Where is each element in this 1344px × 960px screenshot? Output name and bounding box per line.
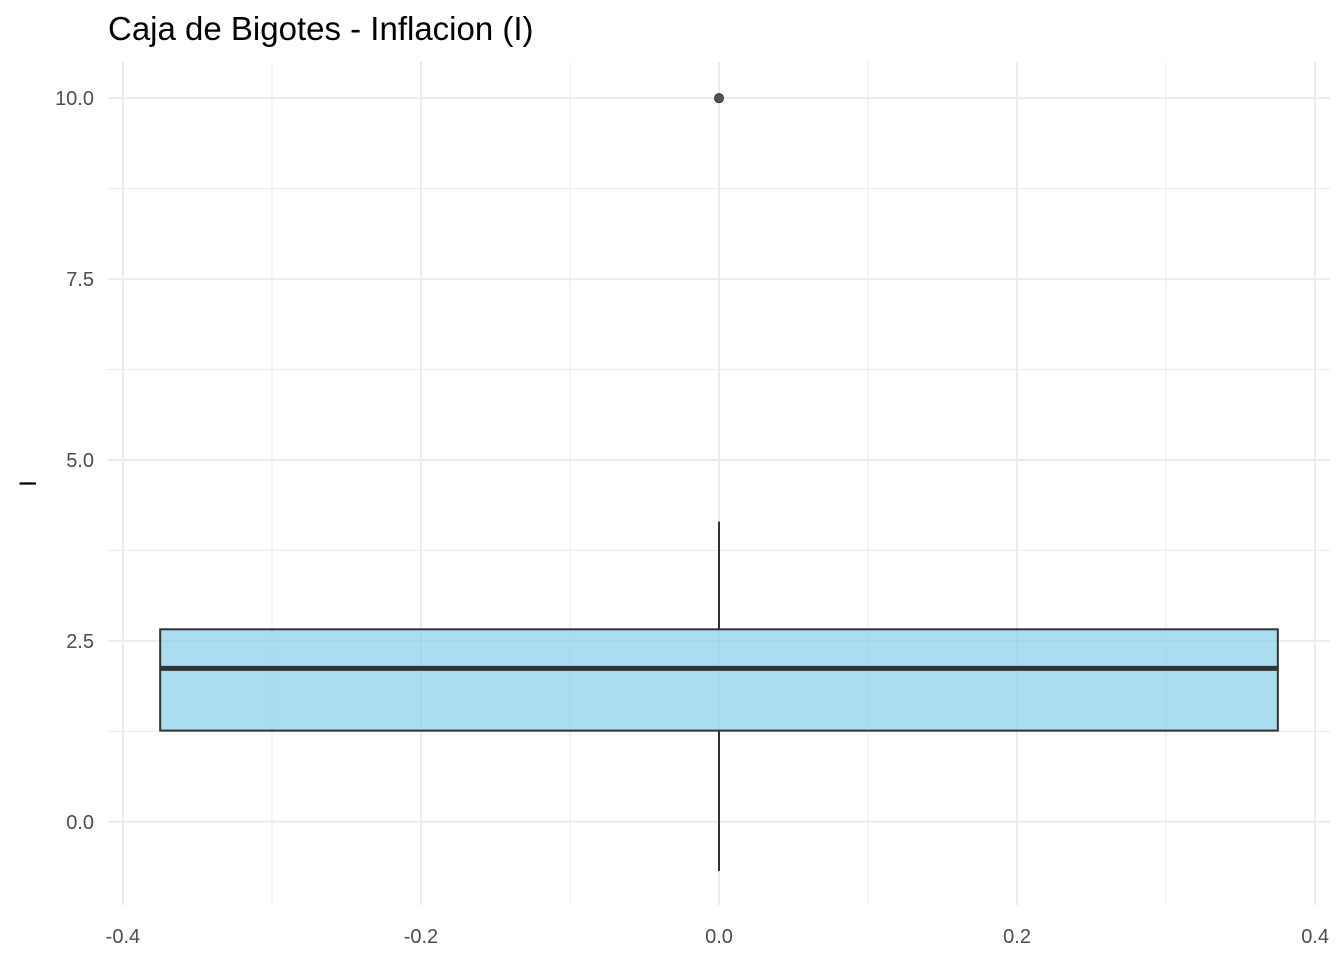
y-tick-label: 7.5 bbox=[66, 269, 94, 291]
y-axis-title: I bbox=[15, 480, 42, 487]
y-tick-label: 0.0 bbox=[66, 812, 94, 834]
box-plot bbox=[159, 93, 1279, 871]
y-tick-label: 5.0 bbox=[66, 450, 94, 472]
axis-labels: -0.4 -0.2 0.0 0.2 0.4 0.0 2.5 5.0 7.5 10.0 bbox=[55, 88, 1329, 948]
x-tick-label: -0.4 bbox=[106, 926, 140, 948]
iqr-box bbox=[159, 628, 1279, 732]
y-tick-label: 2.5 bbox=[66, 631, 94, 653]
x-tick-label: 0.0 bbox=[705, 926, 733, 948]
x-tick-label: 0.2 bbox=[1003, 926, 1031, 948]
x-tick-label: 0.4 bbox=[1301, 926, 1329, 948]
x-tick-label: -0.2 bbox=[404, 926, 438, 948]
chart-title: Caja de Bigotes - Inflacion (I) bbox=[108, 10, 534, 47]
y-tick-label: 10.0 bbox=[55, 88, 94, 110]
outlier-point bbox=[714, 93, 724, 104]
